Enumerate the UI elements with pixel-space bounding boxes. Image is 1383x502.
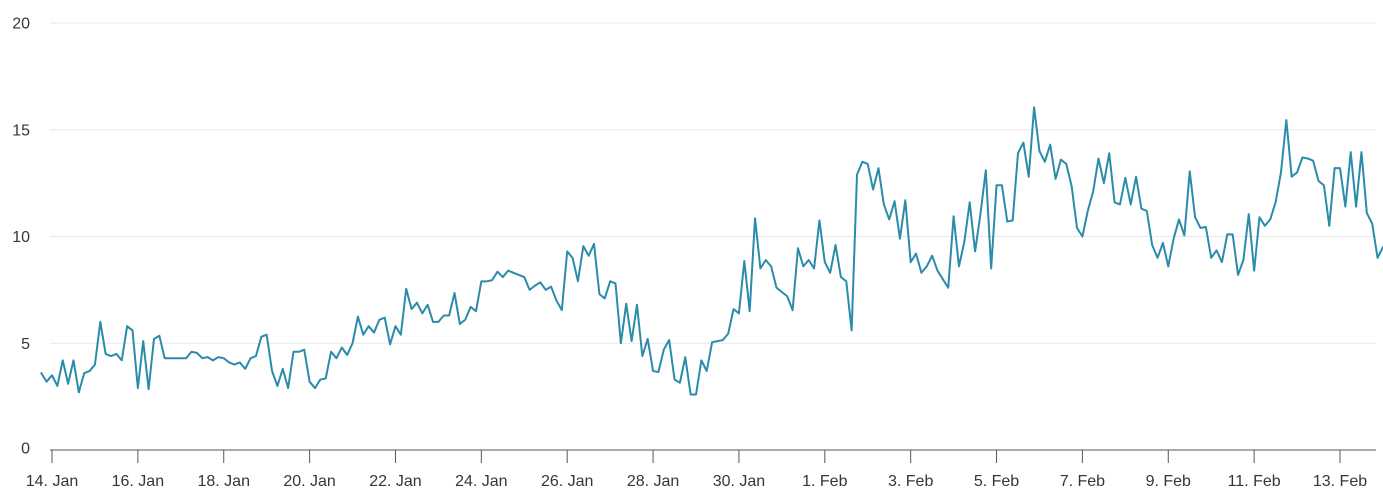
x-axis-label: 5. Feb xyxy=(974,473,1019,490)
y-axis-label: 5 xyxy=(21,336,30,353)
x-axis-label: 14. Jan xyxy=(26,473,78,490)
x-axis-label: 24. Jan xyxy=(455,473,507,490)
x-axis-label: 1. Feb xyxy=(802,473,847,490)
x-axis-label: 22. Jan xyxy=(369,473,421,490)
y-axis-label: 15 xyxy=(12,122,30,139)
x-axis-label: 9. Feb xyxy=(1146,473,1191,490)
x-axis-label: 16. Jan xyxy=(112,473,164,490)
y-axis-label: 10 xyxy=(12,229,30,246)
x-axis-label: 13. Feb xyxy=(1313,473,1367,490)
y-axis-label: 20 xyxy=(12,16,30,33)
x-axis-label: 30. Jan xyxy=(713,473,765,490)
x-axis-label: 7. Feb xyxy=(1060,473,1105,490)
y-axis-label: 0 xyxy=(21,441,30,458)
x-axis-label: 3. Feb xyxy=(888,473,933,490)
series-line[interactable] xyxy=(40,106,1383,396)
x-axis-label: 26. Jan xyxy=(541,473,593,490)
x-axis-label: 11. Feb xyxy=(1228,473,1281,490)
x-axis-label: 18. Jan xyxy=(197,473,249,490)
x-axis-label: 20. Jan xyxy=(283,473,335,490)
x-axis-label: 28. Jan xyxy=(627,473,679,490)
